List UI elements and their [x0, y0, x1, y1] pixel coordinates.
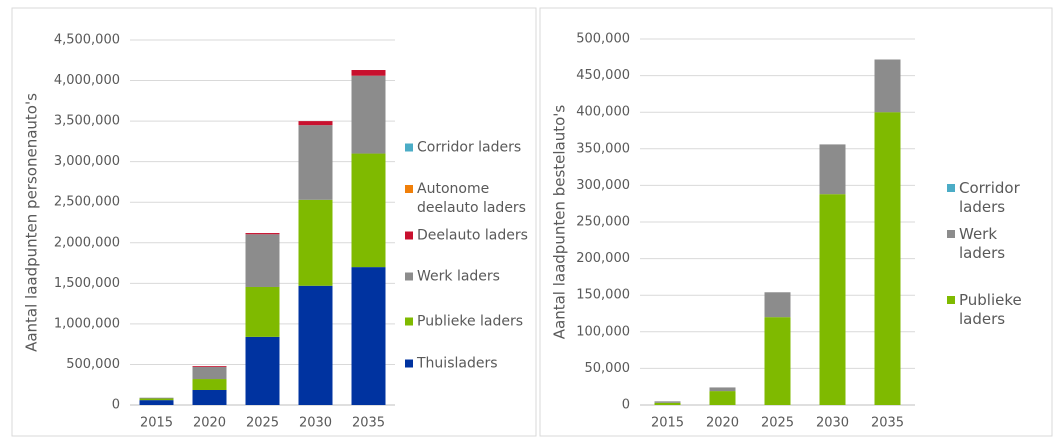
bar-segment — [764, 292, 791, 318]
y-tick-label: 3,500,000 — [54, 114, 120, 129]
legend-label: Autonome deelauto laders — [417, 181, 526, 216]
bar-segment — [351, 70, 386, 76]
y-tick-label: 0 — [622, 398, 630, 413]
x-tick-label: 2030 — [816, 416, 849, 431]
legend-label: Publieke laders — [417, 313, 524, 330]
bar-segment — [192, 379, 227, 390]
legend-label: Corridor laders — [417, 139, 522, 156]
legend-item: Werk laders — [405, 268, 533, 287]
y-tick-label: 200,000 — [576, 251, 630, 266]
bar-segment — [139, 397, 174, 399]
legend-swatch — [947, 184, 955, 192]
x-tick-label: 2035 — [352, 416, 385, 431]
y-tick-label: 150,000 — [576, 288, 630, 303]
bar-segment — [298, 199, 333, 286]
bar-segment — [192, 366, 227, 380]
y-tick-label: 1,000,000 — [54, 316, 120, 331]
bar-segment — [139, 398, 174, 401]
legend-label: Werk laders — [959, 225, 1006, 262]
y-tick-label: 0 — [112, 398, 120, 413]
y-tick-label: 50,000 — [585, 361, 631, 376]
bar-segment — [245, 286, 280, 337]
bar-segment — [192, 389, 227, 405]
bar-segment — [709, 391, 736, 405]
legend-swatch — [405, 143, 413, 152]
legend-swatch — [405, 359, 413, 368]
y-tick-label: 250,000 — [576, 215, 630, 230]
legend-item: Corridor laders — [405, 139, 533, 158]
x-tick-label: 2025 — [246, 416, 279, 431]
y-tick-label: 4,500,000 — [54, 33, 120, 48]
x-tick-label: 2030 — [299, 416, 332, 431]
bar-segment — [139, 400, 174, 405]
legend-swatch — [405, 272, 413, 281]
legend-swatch — [405, 231, 413, 240]
bar-segment — [351, 75, 386, 154]
bar-segment — [298, 121, 333, 126]
bar-segment — [819, 144, 846, 195]
legend-item: Thuisladers — [405, 355, 533, 374]
y-tick-label: 500,000 — [576, 32, 630, 47]
y-tick-label: 3,000,000 — [54, 154, 120, 169]
bar-segment — [351, 153, 386, 268]
y-tick-label: 500,000 — [66, 357, 120, 372]
bar-segment — [764, 317, 791, 405]
legend-item: Publieke laders — [947, 291, 1047, 329]
bar-segment — [245, 233, 280, 235]
legend-item: Autonome deelauto laders — [405, 180, 533, 218]
y-tick-label: 2,000,000 — [54, 235, 120, 250]
bar-segment — [709, 387, 736, 392]
y-axis-label: Aantal laadpunten bestelauto's — [551, 105, 569, 340]
y-tick-label: 300,000 — [576, 178, 630, 193]
bar-segment — [874, 59, 901, 113]
x-tick-label: 2025 — [761, 416, 794, 431]
y-tick-label: 2,500,000 — [54, 195, 120, 210]
y-tick-label: 100,000 — [576, 324, 630, 339]
legend-item: Deelauto laders — [405, 227, 533, 246]
y-tick-label: 4,000,000 — [54, 73, 120, 88]
legend-item: Publieke laders — [405, 313, 533, 332]
y-tick-label: 450,000 — [576, 68, 630, 83]
x-tick-label: 2015 — [140, 416, 173, 431]
legend-label: Corridor laders — [959, 179, 1020, 216]
bar-segment — [351, 267, 386, 405]
bar-segment — [654, 401, 681, 403]
x-tick-label: 2035 — [871, 416, 904, 431]
x-tick-label: 2015 — [651, 416, 684, 431]
legend-swatch — [405, 317, 413, 326]
bar-segment — [245, 234, 280, 287]
panel-border — [539, 7, 1053, 437]
legend-label: Publieke laders — [959, 291, 1022, 328]
legend-swatch — [947, 230, 955, 238]
x-tick-label: 2020 — [193, 416, 226, 431]
bar-segment — [819, 194, 846, 405]
bar-segment — [874, 112, 901, 405]
legend-swatch — [947, 296, 955, 304]
legend-swatch — [405, 185, 413, 193]
bar-segment — [245, 336, 280, 405]
bar-segment — [298, 125, 333, 200]
y-tick-label: 350,000 — [576, 141, 630, 156]
legend-label: Werk laders — [417, 268, 500, 285]
bar-segment — [192, 366, 227, 367]
y-axis-label: Aantal laadpunten personenauto's — [23, 93, 41, 352]
legend-label: Thuisladers — [417, 355, 498, 372]
y-tick-label: 400,000 — [576, 105, 630, 120]
legend-item: Corridor laders — [947, 179, 1047, 217]
bar-segment — [654, 402, 681, 405]
legend-label: Deelauto laders — [417, 227, 528, 244]
legend-item: Werk laders — [947, 225, 1047, 263]
x-tick-label: 2020 — [706, 416, 739, 431]
y-tick-label: 1,500,000 — [54, 276, 120, 291]
bar-segment — [298, 285, 333, 405]
panel-border — [11, 7, 537, 437]
